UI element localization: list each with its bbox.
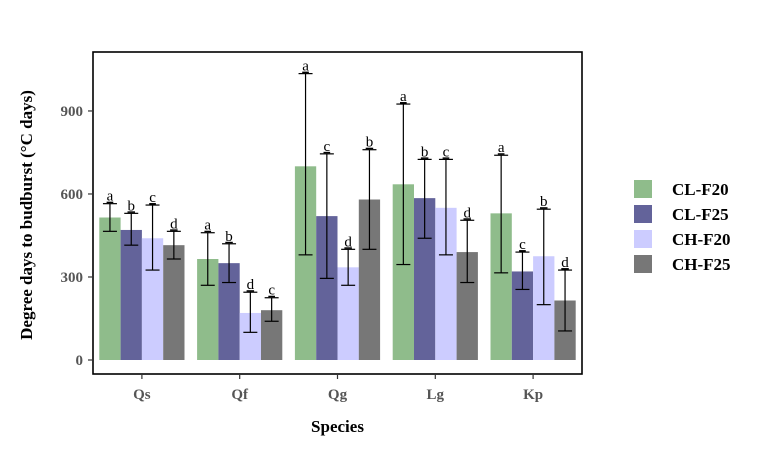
bar-Kp-CL-F25	[511, 271, 534, 360]
error-bar-Qg-CH-F20	[341, 248, 356, 286]
error-bar-Kp-CL-F20	[494, 154, 509, 274]
sig-letter-Lg-CL-F25: b	[421, 144, 429, 160]
error-bar-Qf-CL-F25	[222, 243, 237, 284]
legend-label-CL-F20: CL-F20	[672, 180, 729, 199]
bar-Qg-CL-F20	[294, 166, 317, 360]
error-bar-Qs-CL-F25	[124, 212, 139, 246]
bar-Lg-CH-F20	[435, 207, 457, 360]
legend-swatch-CL-F20	[634, 180, 652, 198]
error-bar-Qs-CL-F20	[102, 203, 117, 232]
sig-letter-Qf-CH-F25: c	[268, 283, 275, 299]
bar-Qf-CH-F20	[239, 312, 261, 360]
x-axis-title: Species	[311, 417, 364, 436]
y-tick-label-300: 300	[61, 270, 84, 286]
bar-Qf-CL-F20	[197, 259, 219, 360]
legend-item-CL-F25: CL-F25	[634, 205, 729, 224]
error-bar-Qf-CH-F25	[264, 297, 279, 322]
legend-label-CH-F20: CH-F20	[672, 230, 731, 249]
legend-item-CH-F20: CH-F20	[634, 230, 731, 249]
bar-Kp-CH-F20	[533, 256, 555, 360]
bar-Qg-CH-F25	[358, 199, 381, 360]
sig-letter-Qf-CH-F20: d	[247, 277, 255, 293]
bars-layer	[99, 166, 576, 360]
bar-Qs-CL-F25	[120, 229, 142, 360]
legend-label-CL-F25: CL-F25	[672, 205, 729, 224]
sig-letter-Qs-CH-F25: d	[170, 216, 178, 232]
y-axis-title: Degree days to budburst (°C days)	[17, 90, 36, 340]
y-tick-label-0: 0	[76, 353, 84, 369]
sig-letter-Qs-CL-F25: b	[128, 198, 136, 214]
legend-item-CH-F25: CH-F25	[634, 255, 731, 274]
x-tick-label-Qf: Qf	[231, 387, 249, 403]
error-bar-Kp-CH-F20	[536, 208, 551, 306]
x-axis: Qs Qf Qg Lg Kp	[133, 374, 543, 403]
error-bar-Lg-CL-F25	[417, 158, 432, 239]
sig-letter-Qg-CH-F20: d	[344, 234, 352, 250]
error-bar-Qf-CH-F20	[243, 291, 258, 333]
sig-letter-Lg-CH-F25: d	[464, 205, 472, 221]
y-axis: 0 300 600 900	[61, 104, 93, 369]
bar-Lg-CL-F20	[392, 184, 414, 360]
error-bar-Lg-CH-F25	[460, 219, 475, 284]
error-bar-Lg-CL-F20	[396, 103, 411, 266]
legend: CL-F20 CL-F25 CH-F20 CH-F25	[634, 180, 731, 274]
error-bar-Qs-CH-F25	[166, 230, 181, 260]
error-bar-Lg-CH-F20	[438, 158, 453, 256]
error-bar-Kp-CL-F25	[515, 251, 530, 291]
error-bar-Qf-CL-F20	[200, 232, 215, 286]
bar-Qf-CL-F25	[218, 263, 240, 360]
x-tick-label-Kp: Kp	[523, 387, 543, 403]
sig-letter-Kp-CL-F20: a	[498, 140, 505, 156]
sig-letter-Qs-CL-F20: a	[107, 189, 114, 205]
sig-letter-Qg-CL-F25: c	[324, 139, 331, 155]
bar-Qg-CL-F25	[316, 216, 338, 360]
legend-item-CL-F20: CL-F20	[634, 180, 729, 199]
sig-letter-Qs-CH-F20: c	[149, 190, 156, 206]
sig-letter-Kp-CH-F25: d	[561, 255, 569, 271]
bar-Qs-CL-F20	[99, 217, 121, 360]
x-tick-label-Qs: Qs	[133, 387, 151, 403]
error-bar-Qg-CL-F25	[319, 153, 334, 279]
error-bar-Kp-CH-F25	[558, 269, 573, 332]
sig-letter-Lg-CL-F20: a	[400, 89, 407, 105]
y-tick-label-600: 600	[61, 187, 84, 203]
sig-letter-Qf-CL-F20: a	[204, 218, 211, 234]
sig-letter-Qg-CH-F25: b	[366, 135, 374, 151]
sig-letter-Qg-CL-F20: a	[302, 59, 309, 75]
error-bar-Qg-CL-F20	[298, 73, 313, 256]
error-bar-Qg-CH-F25	[362, 149, 377, 250]
sig-letter-Kp-CL-F25: c	[519, 237, 526, 253]
y-tick-label-900: 900	[61, 104, 84, 120]
bar-Qs-CH-F25	[163, 245, 185, 360]
x-tick-label-Qg: Qg	[328, 387, 348, 403]
error-bar-Qs-CH-F20	[145, 204, 160, 271]
sig-letter-Kp-CH-F20: b	[540, 194, 548, 210]
sig-letter-Lg-CH-F20: c	[443, 144, 450, 160]
bar-Qg-CH-F20	[337, 267, 359, 360]
bar-Qf-CH-F25	[261, 310, 283, 360]
bar-Qs-CH-F20	[141, 238, 164, 360]
sig-letter-Qf-CL-F25: b	[225, 229, 233, 245]
bar-Lg-CH-F25	[456, 252, 478, 360]
bar-Kp-CL-F20	[490, 213, 512, 360]
legend-label-CH-F25: CH-F25	[672, 255, 731, 274]
legend-swatch-CL-F25	[634, 205, 652, 223]
legend-swatch-CH-F25	[634, 255, 652, 273]
error-bars-layer	[102, 73, 573, 333]
x-tick-label-Lg: Lg	[427, 387, 445, 403]
legend-swatch-CH-F20	[634, 230, 652, 248]
